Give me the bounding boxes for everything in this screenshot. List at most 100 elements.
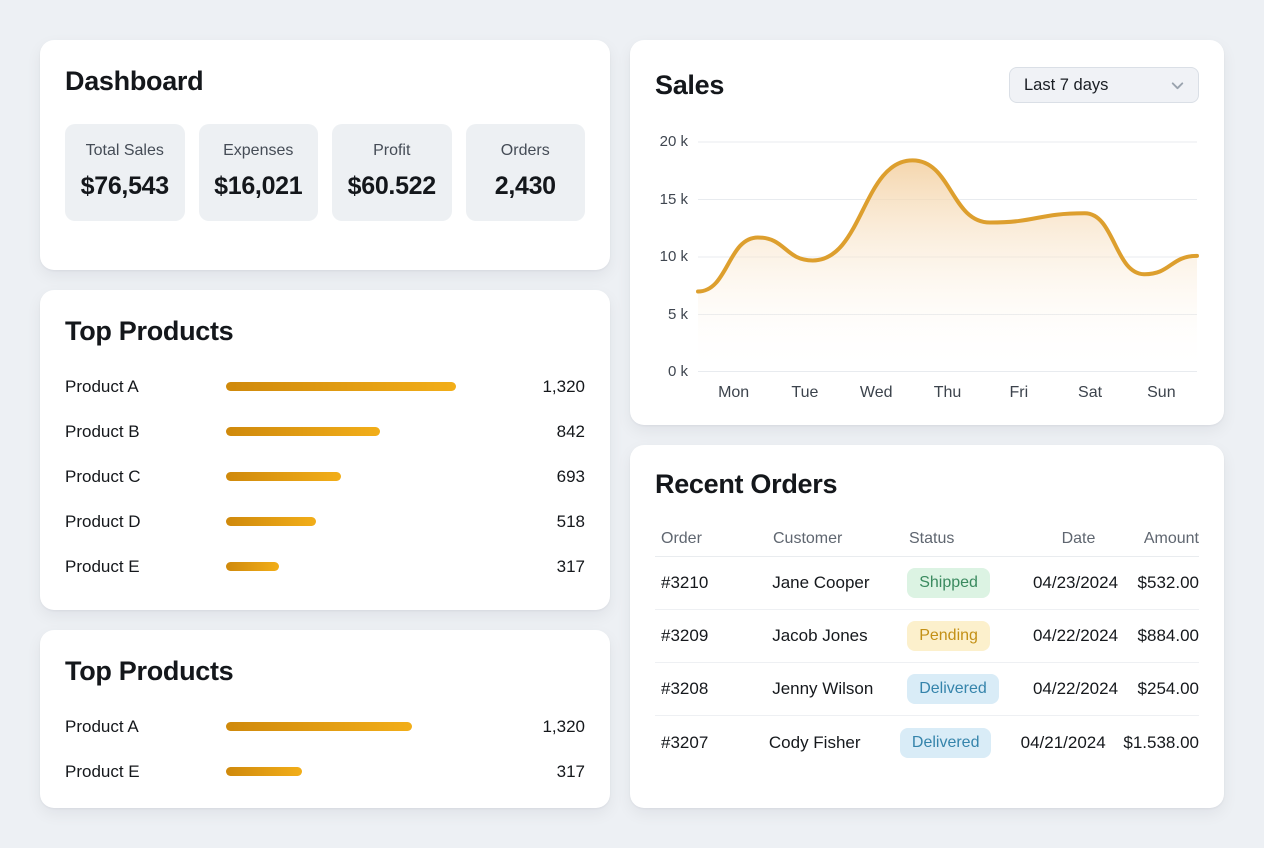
product-value: 1,320	[542, 716, 585, 736]
product-bar	[226, 472, 341, 481]
top-products-title: Top Products	[65, 316, 234, 346]
product-list: Product A 1,320 Product E 317	[65, 704, 585, 794]
status-badge: Pending	[907, 621, 990, 651]
x-tick-label: Sat	[1078, 384, 1103, 401]
order-amount: $532.00	[1137, 573, 1199, 592]
order-date: 04/22/2024	[1032, 626, 1119, 645]
stat-profit: Profit $60.522	[332, 124, 452, 221]
product-bar	[226, 767, 302, 776]
stat-value: $60.522	[347, 172, 437, 200]
y-tick-label: 15 k	[659, 191, 688, 208]
stat-value: $16,021	[214, 172, 303, 200]
customer-name: Jenny Wilson	[772, 679, 874, 698]
bar-track	[226, 767, 456, 776]
column-header-amount: Amount	[1143, 529, 1199, 547]
recent-orders-card: Recent Orders Order Customer Status Date…	[630, 445, 1224, 808]
stat-expenses: Expenses $16,021	[198, 124, 318, 221]
dashboard-card: Dashboard Total Sales $76,543 Expenses $…	[40, 40, 610, 270]
chevron-down-icon	[1171, 81, 1184, 89]
list-item: Product B 842	[65, 409, 585, 454]
orders-table: Order Customer Status Date Amount #3210 …	[655, 521, 1199, 769]
y-tick-label: 20 k	[659, 133, 688, 150]
stat-label: Expenses	[223, 142, 294, 159]
product-bar	[226, 722, 413, 731]
order-date: 04/21/2024	[1020, 732, 1106, 752]
product-value: 693	[556, 466, 585, 486]
status-badge: Delivered	[899, 727, 992, 758]
table-header-row: Order Customer Status Date Amount	[655, 521, 1199, 557]
status-badge: Shipped	[907, 568, 990, 598]
list-item: Product A 1,320	[65, 704, 585, 749]
stat-total-sales: Total Sales $76,543	[65, 124, 185, 221]
order-amount: $254.00	[1137, 679, 1199, 698]
bar-track	[226, 722, 456, 731]
x-tick-label: Mon	[718, 384, 750, 401]
bar-track	[226, 427, 456, 436]
order-amount: $884.00	[1137, 626, 1199, 645]
product-name: Product A	[65, 716, 139, 736]
list-item: Product A 1,320	[65, 364, 585, 409]
stat-orders: Orders 2,430	[465, 124, 585, 221]
sales-title: Sales	[655, 70, 725, 100]
x-tick-label: Wed	[859, 384, 893, 401]
order-id: #3207	[661, 732, 709, 752]
order-id: #3209	[661, 626, 709, 645]
stat-label: Profit	[373, 142, 411, 159]
y-tick-label: 0 k	[667, 363, 688, 380]
list-item: Product C 693	[65, 454, 585, 499]
date-range-select[interactable]: Last 7 days	[1009, 67, 1199, 103]
product-value: 1,320	[542, 376, 585, 396]
sales-card: Sales Last 7 days 20 k 15 k 10 k 5 k 0 k…	[630, 40, 1224, 425]
product-bar	[226, 517, 316, 526]
bar-track	[226, 472, 456, 481]
sales-chart	[696, 141, 1199, 372]
customer-name: Jacob Jones	[772, 626, 868, 645]
list-item: Product E 317	[65, 544, 585, 589]
bar-track	[226, 382, 456, 391]
column-header-status: Status	[909, 529, 955, 547]
x-tick-label: Sun	[1147, 384, 1176, 401]
y-tick-label: 10 k	[659, 248, 688, 265]
column-header-customer: Customer	[773, 529, 843, 547]
stat-value: 2,430	[494, 172, 556, 200]
x-tick-label: Fri	[1009, 384, 1029, 401]
order-date: 04/23/2024	[1032, 573, 1119, 592]
x-axis: Mon Tue Wed Thu Fri Sat Sun	[698, 384, 1197, 406]
order-date: 04/22/2024	[1032, 679, 1119, 698]
product-value: 317	[556, 761, 585, 781]
product-bar	[226, 562, 279, 571]
stat-value: $76,543	[80, 172, 170, 200]
column-header-date: Date	[1061, 529, 1096, 547]
list-item: Product D 518	[65, 499, 585, 544]
status-cell: Delivered	[907, 674, 1013, 704]
status-cell: Delivered	[899, 727, 1003, 758]
order-id: #3210	[661, 573, 709, 592]
product-name: Product A	[65, 376, 139, 396]
x-tick-label: Tue	[791, 384, 819, 401]
table-row: #3208 Jenny Wilson Delivered 04/22/2024 …	[655, 663, 1199, 716]
order-id: #3208	[661, 679, 709, 698]
dashboard-title: Dashboard	[65, 66, 204, 96]
customer-name: Cody Fisher	[768, 732, 861, 752]
product-name: Product C	[65, 466, 141, 486]
bar-track	[226, 562, 456, 571]
product-list: Product A 1,320 Product B 842 Product C …	[65, 364, 585, 589]
product-name: Product E	[65, 761, 140, 781]
order-amount: $1.538.00	[1123, 732, 1199, 752]
product-bar	[226, 427, 381, 436]
column-header-order: Order	[661, 529, 702, 547]
date-range-value: Last 7 days	[1024, 75, 1109, 94]
status-badge: Delivered	[907, 674, 999, 704]
table-row: #3210 Jane Cooper Shipped 04/23/2024 $53…	[655, 557, 1199, 610]
bar-track	[226, 517, 456, 526]
product-value: 317	[556, 556, 585, 576]
top-products-2-title: Top Products	[65, 656, 234, 686]
list-item: Product E 317	[65, 749, 585, 794]
table-row: #3209 Jacob Jones Pending 04/22/2024 $88…	[655, 610, 1199, 663]
stats-row: Total Sales $76,543 Expenses $16,021 Pro…	[65, 124, 585, 221]
x-tick-label: Thu	[933, 384, 962, 401]
stat-label: Orders	[500, 142, 550, 159]
product-bar	[226, 382, 456, 391]
y-tick-label: 5 k	[667, 306, 688, 323]
product-name: Product D	[65, 511, 141, 531]
